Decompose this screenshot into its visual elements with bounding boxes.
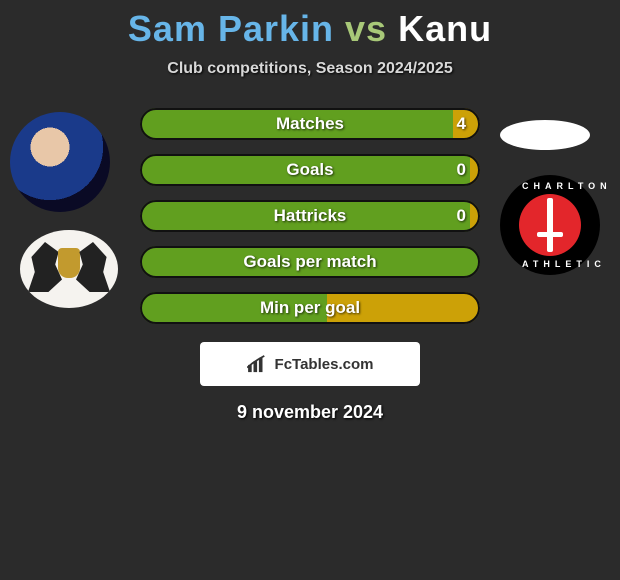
date-text: 9 november 2024 [0, 402, 620, 423]
stat-bar: Goals per match [140, 246, 480, 278]
player2-club-crest: CHARLTON ATHLETIC [500, 175, 600, 275]
stat-label: Goals [140, 154, 480, 186]
stat-label: Goals per match [140, 246, 480, 278]
vs-text: vs [345, 8, 387, 49]
subtitle: Club competitions, Season 2024/2025 [0, 60, 620, 78]
player2-avatar [500, 120, 590, 150]
bar-chart-icon [247, 355, 269, 373]
comparison-title: Sam Parkin vs Kanu [0, 0, 620, 50]
stat-value-right: 0 [457, 154, 466, 186]
stat-label: Matches [140, 108, 480, 140]
stat-label: Hattricks [140, 200, 480, 232]
player1-name: Sam Parkin [128, 8, 334, 49]
stat-label: Min per goal [140, 292, 480, 324]
stat-bar: Matches4 [140, 108, 480, 140]
stat-bar: Hattricks0 [140, 200, 480, 232]
player1-avatar [10, 112, 110, 212]
stat-bar: Goals0 [140, 154, 480, 186]
crest-text-top: CHARLTON [522, 181, 612, 191]
stat-value-right: 4 [457, 108, 466, 140]
fctables-text: FcTables.com [275, 356, 374, 373]
player1-club-crest [20, 230, 118, 308]
fctables-logo: FcTables.com [200, 342, 420, 386]
crest-text-bottom: ATHLETIC [522, 259, 606, 269]
player2-name: Kanu [398, 8, 492, 49]
stat-value-right: 0 [457, 200, 466, 232]
stat-bar: Min per goal [140, 292, 480, 324]
